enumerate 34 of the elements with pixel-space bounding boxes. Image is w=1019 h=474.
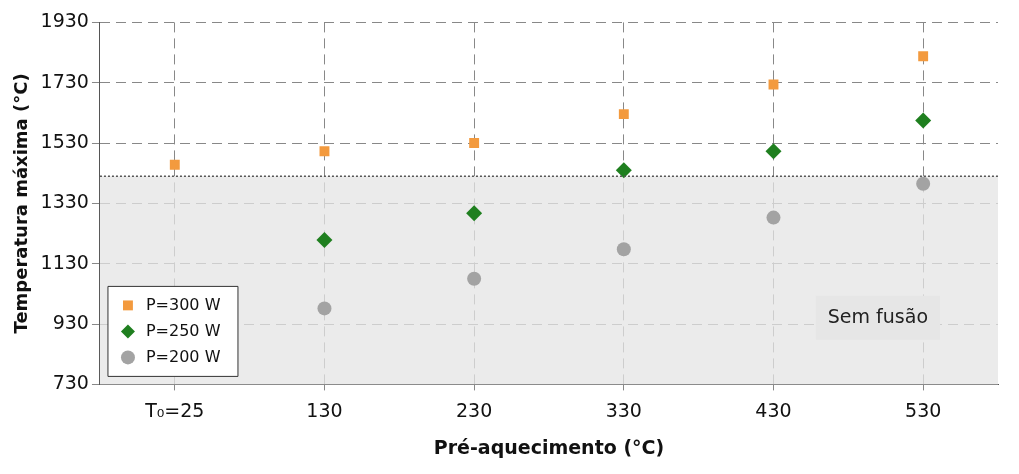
point	[765, 143, 782, 160]
point	[317, 301, 332, 316]
x-tick-label: 330	[605, 398, 642, 421]
point	[316, 231, 333, 248]
point	[615, 162, 632, 179]
y-axis-title: Temperatura máxima (°C)	[10, 73, 32, 334]
x-tick-label: 430	[755, 398, 792, 421]
point	[616, 242, 631, 257]
x-tick-label: 530	[905, 398, 942, 421]
y-tick-label: 1130	[40, 250, 89, 273]
point	[467, 271, 482, 286]
point	[466, 205, 483, 222]
y-tick-label: 1730	[40, 69, 89, 92]
point	[469, 138, 480, 149]
y-tick-label: 1330	[40, 190, 89, 213]
x-axis-title: Pré-aquecimento (°C)	[433, 435, 665, 458]
x-tick-label: 130	[306, 398, 343, 421]
point	[319, 146, 330, 157]
y-tick-label: 730	[52, 371, 89, 394]
legend-label: P=200 W	[145, 346, 221, 366]
y-tick-label: 1530	[40, 130, 89, 152]
point	[169, 159, 180, 170]
x-tick-label: 230	[456, 398, 493, 421]
y-tick-label: 1930	[40, 9, 89, 32]
point	[918, 51, 929, 62]
point	[915, 112, 932, 129]
y-tick-label: 930	[52, 311, 89, 333]
point	[766, 210, 781, 225]
point	[916, 176, 931, 191]
band-label: Sem fusão	[827, 304, 929, 327]
legend-label: P=250 W	[145, 320, 221, 340]
point	[618, 109, 629, 120]
legend-label: P=300 W	[145, 294, 221, 314]
x-tick-label: T₀=25	[144, 398, 205, 421]
